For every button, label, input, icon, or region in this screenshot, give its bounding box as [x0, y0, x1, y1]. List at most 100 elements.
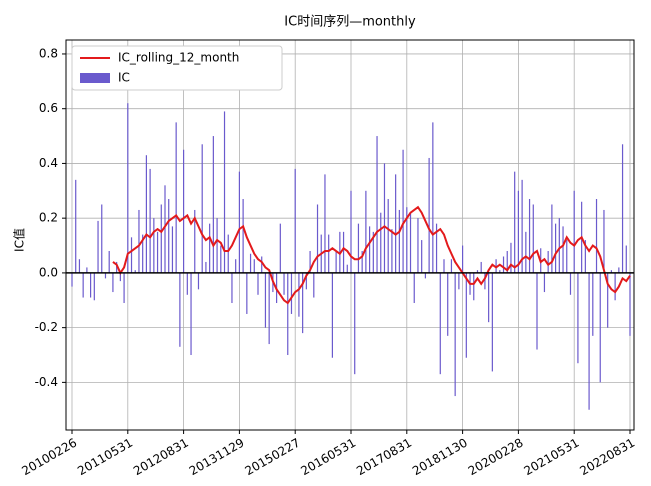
- bar: [205, 261, 207, 273]
- y-tick-label: 0.4: [39, 156, 58, 170]
- bar: [380, 212, 382, 273]
- bar: [116, 261, 118, 273]
- bar: [618, 267, 620, 273]
- bar: [421, 240, 423, 273]
- bar: [335, 251, 337, 273]
- bar: [435, 223, 438, 273]
- bar: [424, 272, 426, 279]
- bar: [584, 240, 586, 273]
- bar: [625, 245, 627, 273]
- bar: [480, 261, 482, 273]
- bar: [257, 272, 259, 295]
- bar: [354, 272, 356, 375]
- bar: [223, 111, 226, 273]
- bar: [357, 223, 360, 273]
- bar: [134, 270, 136, 273]
- y-tick-label: 0.6: [39, 101, 58, 115]
- bar: [235, 259, 237, 273]
- plot-frame: [65, 39, 635, 431]
- bar: [525, 231, 527, 273]
- bar: [473, 272, 475, 301]
- bar: [566, 240, 568, 273]
- bar: [543, 272, 546, 293]
- bar: [536, 272, 538, 350]
- y-tick-label: 0.2: [39, 211, 58, 225]
- bar: [142, 234, 144, 273]
- legend-label: IC: [118, 71, 130, 85]
- bar: [238, 171, 240, 273]
- bar: [212, 136, 214, 273]
- bar: [588, 272, 590, 410]
- bar: [253, 259, 255, 273]
- bar: [599, 272, 601, 383]
- legend-box: [71, 45, 283, 91]
- bar: [119, 272, 121, 282]
- bar: [249, 253, 252, 273]
- bar: [75, 179, 77, 273]
- bar: [342, 231, 345, 273]
- bar: [346, 264, 348, 273]
- bar: [123, 272, 125, 304]
- bar: [294, 168, 296, 273]
- bar: [149, 168, 151, 273]
- bar: [331, 272, 333, 358]
- bar: [402, 149, 404, 273]
- bar: [175, 122, 177, 273]
- bar: [290, 272, 293, 314]
- bar: [298, 272, 300, 317]
- bar: [369, 226, 371, 273]
- bar: [573, 190, 575, 273]
- bar: [171, 226, 174, 273]
- bar: [443, 259, 445, 273]
- bar: [112, 272, 114, 293]
- y-tick-label: 0.8: [39, 46, 58, 60]
- bar: [268, 272, 270, 345]
- y-axis-label: IC值: [12, 228, 27, 252]
- bar: [465, 272, 467, 358]
- bar: [164, 185, 166, 273]
- bar: [432, 122, 434, 273]
- bar: [138, 209, 140, 273]
- bar: [261, 256, 263, 273]
- bar: [521, 179, 523, 273]
- bar: [216, 218, 218, 273]
- bar: [484, 272, 486, 290]
- bar: [194, 209, 196, 273]
- bar: [246, 272, 248, 314]
- bar: [450, 259, 453, 273]
- bar: [186, 272, 188, 295]
- bar: [82, 272, 84, 298]
- y-tick-label: -0.2: [35, 320, 58, 334]
- bar: [603, 209, 605, 273]
- bar: [502, 256, 505, 273]
- bar: [324, 174, 326, 273]
- bar: [476, 270, 479, 273]
- bar: [491, 272, 493, 372]
- bar: [179, 272, 181, 347]
- bar: [495, 259, 497, 273]
- legend-swatch: [80, 73, 110, 83]
- bar: [350, 190, 352, 273]
- bar: [328, 234, 330, 273]
- bar: [283, 272, 285, 295]
- bar: [462, 245, 464, 273]
- bar: [614, 272, 616, 301]
- bar: [395, 174, 397, 273]
- bar: [197, 272, 200, 290]
- bar: [514, 171, 516, 273]
- legend: IC_rolling_12_month IC: [71, 45, 283, 91]
- bar: [610, 270, 612, 273]
- bar: [376, 136, 378, 273]
- bar: [90, 272, 92, 298]
- bar: [220, 245, 222, 273]
- bar: [510, 242, 512, 273]
- bar: [428, 157, 430, 273]
- bar: [532, 204, 534, 273]
- bar: [86, 267, 88, 273]
- bar: [506, 251, 508, 273]
- bar: [231, 272, 233, 304]
- bar: [71, 272, 73, 287]
- bar: [595, 199, 598, 273]
- bar: [183, 149, 185, 273]
